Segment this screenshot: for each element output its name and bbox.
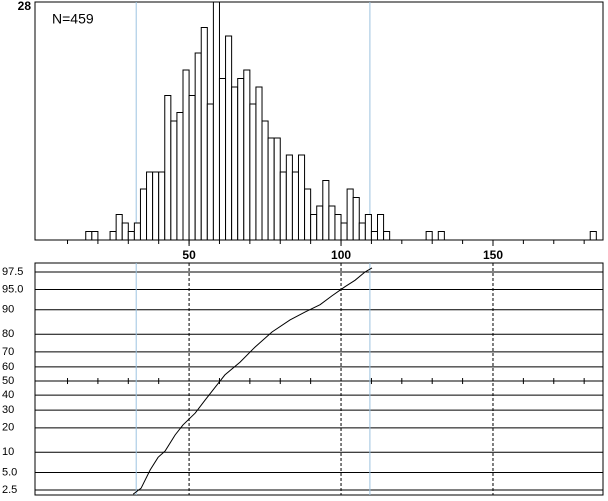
histogram-bar xyxy=(589,231,597,241)
histogram-bar xyxy=(322,180,330,241)
histogram-bar xyxy=(364,214,372,241)
histogram-bar xyxy=(261,120,269,241)
histogram-bar xyxy=(285,154,293,241)
histogram-bar xyxy=(225,35,233,241)
histogram-bar xyxy=(85,231,93,241)
histogram-bar xyxy=(206,103,214,241)
histogram-bar xyxy=(383,231,391,241)
histogram-bar xyxy=(127,231,135,241)
histogram-bar xyxy=(437,231,445,241)
histogram-bar xyxy=(139,188,148,241)
histogram-bar xyxy=(255,86,263,241)
y-tick-label: 2.5 xyxy=(2,484,17,496)
histogram-bar xyxy=(170,120,178,241)
x-tick-label: 100 xyxy=(331,248,351,262)
y-tick-label: 50 xyxy=(2,375,14,387)
histogram-bar xyxy=(304,188,312,241)
histogram-bar xyxy=(358,222,366,241)
y-tick-label: 20 xyxy=(2,422,14,434)
histogram-bar xyxy=(310,214,318,241)
histogram-bar xyxy=(182,69,190,241)
plot-frame xyxy=(34,1,604,241)
histogram-bar xyxy=(109,231,117,241)
histogram-bar xyxy=(158,171,166,241)
sample-size: N=459 xyxy=(52,11,94,27)
histogram-bar xyxy=(115,214,123,241)
histogram-bar xyxy=(194,52,202,241)
y-tick-label: 70 xyxy=(2,346,14,358)
y-tick-label: 90 xyxy=(2,304,14,316)
histogram-bar xyxy=(146,171,154,241)
y-tick-label: 80 xyxy=(2,328,14,340)
histogram-bar xyxy=(237,78,245,241)
histogram-bar xyxy=(218,78,227,241)
histogram-bar xyxy=(370,231,379,241)
histogram-bar xyxy=(267,137,275,241)
histogram-bar xyxy=(279,171,287,241)
histogram-bar xyxy=(231,86,239,241)
histogram-bar xyxy=(91,231,99,241)
histogram-bar xyxy=(334,214,342,241)
histogram-bar xyxy=(243,69,251,241)
histogram-bar xyxy=(346,188,354,241)
histogram-bar xyxy=(212,1,220,241)
histogram-bar xyxy=(425,231,433,241)
y-tick-label: 97.5 xyxy=(2,266,23,278)
histogram-bar xyxy=(249,103,257,241)
histogram-bar xyxy=(188,95,196,241)
y-tick-label: 95.0 xyxy=(2,283,23,295)
histogram-bar xyxy=(121,222,129,241)
histogram-bar xyxy=(200,27,208,241)
x-tick-label: 50 xyxy=(182,248,196,262)
histogram-bar xyxy=(328,205,336,241)
y-tick-label: 10 xyxy=(2,446,14,458)
y-tick-label: 5.0 xyxy=(2,466,17,478)
histogram-bar xyxy=(352,197,360,241)
histogram-bar xyxy=(152,171,160,241)
plot-frame xyxy=(34,262,604,496)
y-tick-label: 28 xyxy=(18,0,32,13)
histogram-bar xyxy=(164,95,172,241)
histogram-bar xyxy=(133,222,141,241)
histogram-bar xyxy=(297,154,306,241)
y-tick-label: 30 xyxy=(2,404,14,416)
histogram-bar xyxy=(176,112,184,241)
y-tick-label: 60 xyxy=(2,361,14,373)
histogram-bar xyxy=(316,205,324,241)
cumulative-line xyxy=(132,267,373,495)
histogram-bar xyxy=(340,222,348,241)
histogram-bar xyxy=(377,214,385,241)
x-tick-label: 150 xyxy=(483,248,503,262)
histogram-bar xyxy=(273,137,281,241)
y-tick-label: 40 xyxy=(2,389,14,401)
histogram-bar xyxy=(291,171,299,241)
